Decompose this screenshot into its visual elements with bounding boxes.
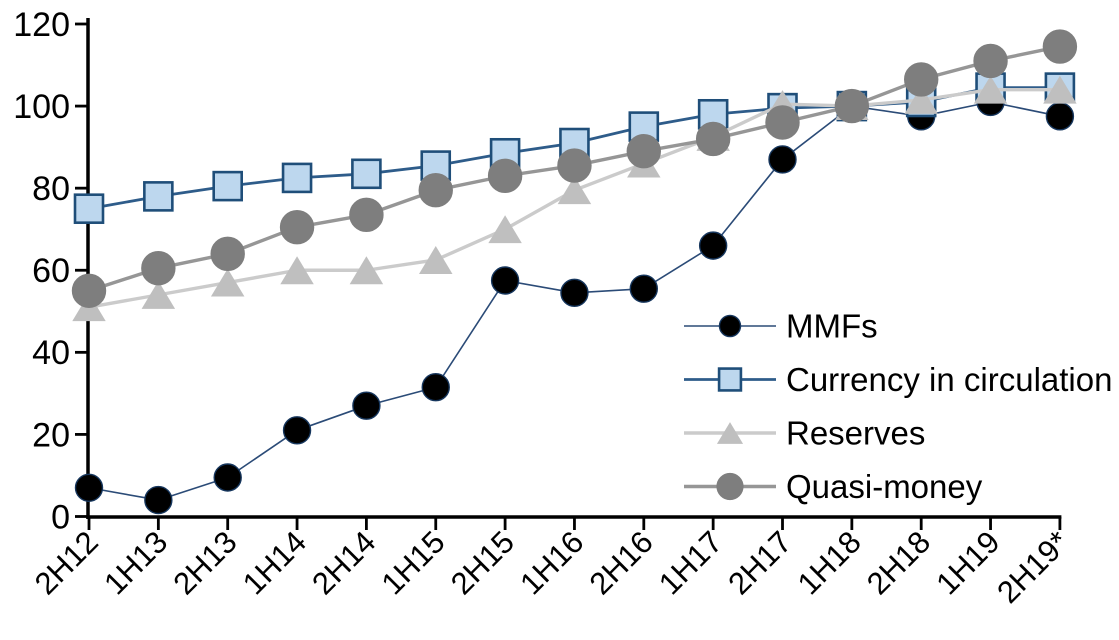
y-tick-label: 0 [51,498,70,536]
x-axis-label-group: 2H18 [860,524,937,601]
quasi-money-marker [765,105,800,140]
mmfs-marker [560,278,589,308]
quasi-money-marker [557,148,592,183]
x-axis-label-group: 2H13 [166,524,243,601]
x-axis-label-group: 1H17 [652,524,729,601]
quasi-money-marker [695,121,731,157]
reserves-marker [904,85,938,114]
legend-marker-mmfs [718,314,742,338]
legend-label: Currency in circulation [786,361,1112,398]
reserves-marker [557,176,592,205]
y-tick-label: 20 [32,416,70,454]
reserves-marker [419,246,453,274]
mmfs-marker [352,391,381,420]
mmfs-marker [698,231,728,260]
quasi-money-marker [834,88,870,124]
x-axis-label: 2H13 [166,524,243,601]
x-axis-label-group: 1H15 [375,524,452,601]
mmfs-marker [421,373,450,402]
quasi-money-marker [71,273,107,308]
quasi-money-marker [487,158,523,194]
mmfs-marker [1045,102,1075,131]
legend-item-currency-in-circulation: Currency in circulation [684,361,1112,398]
x-axis-label: 1H16 [513,524,590,601]
quasi-money-marker [141,250,176,286]
legend-item-mmfs: MMFs [684,308,878,345]
x-axis-label-group: 2H19* [990,524,1076,610]
x-axis-label: 2H14 [305,524,382,601]
x-axis-label: 2H16 [583,524,660,601]
legend-item-reserves: Reserves [684,415,925,452]
x-axis-label: 2H17 [721,524,798,601]
legend-marker-reserves [716,422,744,444]
x-axis-label-group: 1H16 [513,524,590,601]
quasi-money-marker [279,209,315,245]
x-axis-label: 1H13 [97,524,174,601]
legend-marker-currency-in-circulation [717,367,743,392]
legend-label: Quasi-money [786,468,983,505]
quasi-money-marker [904,62,939,97]
currency-in-circulation-marker [212,170,243,202]
x-axis-label-group: 1H13 [97,524,174,601]
currency-in-circulation-marker [143,181,174,212]
x-axis-label-group: 2H15 [444,524,521,601]
reserves-marker [280,256,314,285]
quasi-money-marker [418,173,453,208]
x-axis-label: 1H18 [791,524,868,601]
quasi-money-marker [626,134,661,169]
mmfs-marker [144,485,173,515]
series-quasi-money [71,29,1078,308]
legend-label: MMFs [786,308,878,345]
quasi-money-marker [210,236,245,272]
x-axis-label: 2H15 [444,524,521,601]
currency-in-circulation-marker [73,193,105,224]
x-axis-label: 1H17 [652,524,729,601]
reserves-marker [141,280,176,309]
y-tick-label: 80 [32,170,70,208]
mmfs-marker [213,463,242,492]
reserves-marker [488,215,522,244]
x-axis-label: 2H18 [860,524,937,601]
reserves-marker [210,268,245,297]
x-axis-label-group: 1H14 [236,524,313,601]
x-axis-label-group: 2H17 [721,524,798,601]
mmfs-marker [74,473,104,502]
x-axis-label: 2H19* [990,524,1076,610]
x-axis-label: 1H14 [236,524,313,601]
currency-in-circulation-marker [351,158,382,190]
reserves-marker [349,256,384,285]
mmfs-marker [490,266,520,295]
mmfs-marker [282,416,312,445]
reserves-marker [973,75,1008,104]
quasi-money-marker [349,197,384,233]
x-axis-label-group: 1H18 [791,524,868,601]
mmfs-marker [768,145,797,174]
quasi-money-marker [1042,29,1078,64]
x-axis-label: 1H15 [375,524,452,601]
quasi-money-marker [973,43,1008,79]
legend: MMFs Currency in circulation Reserves Quasi… [684,308,1112,505]
x-axis-label-group: 2H14 [305,524,382,601]
y-tick-label: 60 [32,252,70,290]
legend-label: Reserves [786,415,925,452]
y-tick-label: 120 [13,6,70,44]
currency-in-circulation-marker [281,162,313,194]
legend-marker-quasi-money [716,472,744,501]
y-tick-label: 40 [32,334,70,372]
x-axis-label-group: 2H16 [583,524,660,601]
mmfs-marker [629,274,658,303]
y-tick-label: 100 [13,88,70,126]
legend-item-quasi-money: Quasi-money [684,468,983,505]
reserves-marker [1043,75,1077,104]
